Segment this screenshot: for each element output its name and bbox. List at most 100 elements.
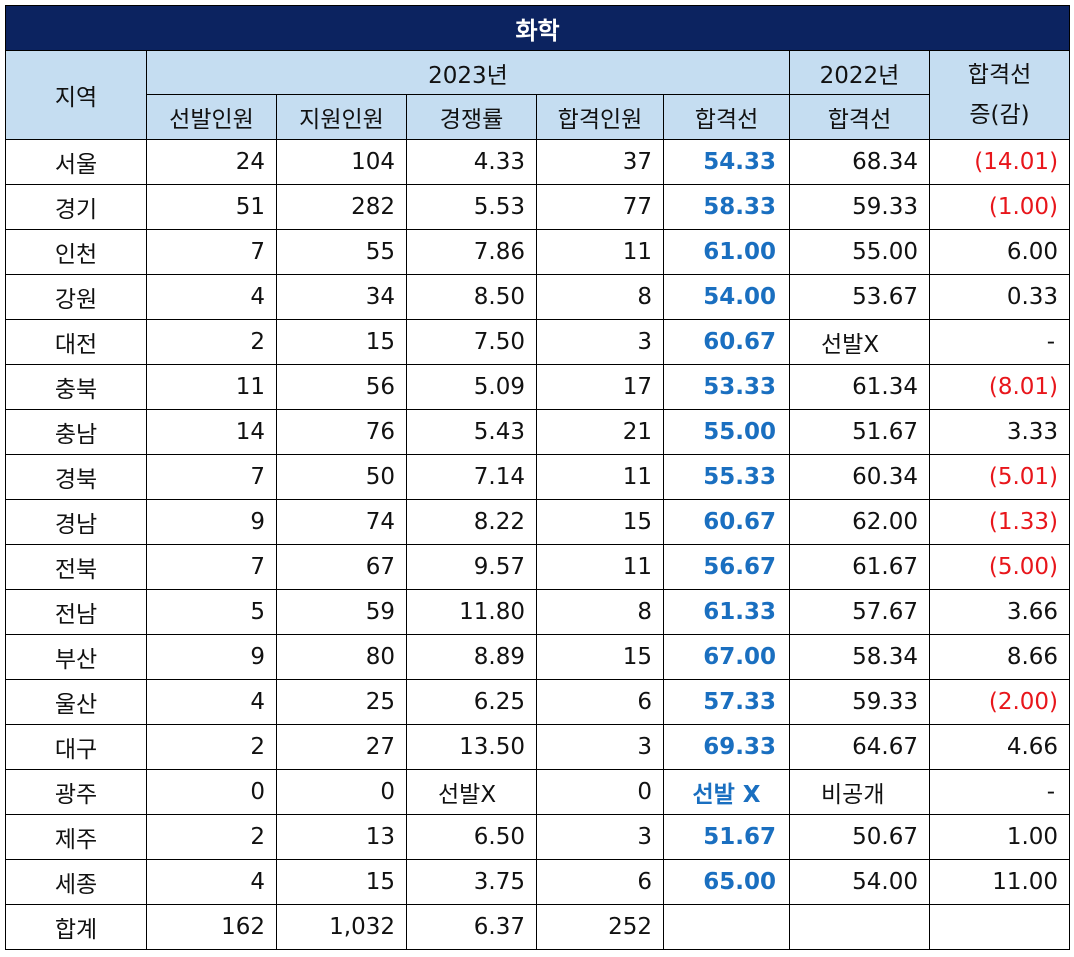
cutoff-2022-cell: 50.67 bbox=[789, 814, 930, 860]
cutoff-2022-cell: 61.34 bbox=[789, 364, 930, 410]
cutoff-2022-cell: 선발X bbox=[789, 319, 930, 365]
table-row: 인천 7 55 7.86 11 61.00 55.00 6.00 bbox=[5, 229, 1071, 275]
applicants-cell: 55 bbox=[276, 229, 407, 275]
passed-cell: 8 bbox=[536, 589, 664, 635]
cutoff-2022-cell: 58.34 bbox=[789, 634, 930, 680]
table-row: 경기 51 282 5.53 77 58.33 59.33 (1.00) bbox=[5, 184, 1071, 230]
cutoff-diff-cell: 11.00 bbox=[928, 859, 1071, 905]
selected-cell: 4 bbox=[146, 274, 277, 320]
cutoff-diff-cell: - bbox=[928, 319, 1071, 365]
passed-cell: 3 bbox=[536, 319, 664, 365]
region-cell: 서울 bbox=[5, 139, 147, 185]
header-applicants: 지원인원 bbox=[276, 94, 407, 140]
selected-cell: 9 bbox=[146, 499, 277, 545]
cutoff-2022-cell: 68.34 bbox=[789, 139, 930, 185]
selected-cell: 4 bbox=[146, 679, 277, 725]
table-row: 대전 2 15 7.50 3 60.67 선발X - bbox=[5, 319, 1071, 365]
cutoff-diff-cell: (5.01) bbox=[928, 454, 1071, 500]
passed-cell: 6 bbox=[536, 859, 664, 905]
selected-cell: 2 bbox=[146, 814, 277, 860]
header-year-2023: 2023년 bbox=[146, 50, 790, 95]
cutoff-2022-cell: 59.33 bbox=[789, 679, 930, 725]
applicants-cell: 74 bbox=[276, 499, 407, 545]
table-row: 대구 2 27 13.50 3 69.33 64.67 4.66 bbox=[5, 724, 1071, 770]
header-ratio: 경쟁률 bbox=[406, 94, 537, 140]
cutoff-diff-cell: 3.66 bbox=[928, 589, 1071, 635]
applicants-cell: 0 bbox=[276, 769, 407, 815]
table-row: 세종 4 15 3.75 6 65.00 54.00 11.00 bbox=[5, 859, 1071, 905]
cutoff-2023-cell: 53.33 bbox=[663, 364, 790, 410]
region-cell: 경남 bbox=[5, 499, 147, 545]
table-row: 부산 9 80 8.89 15 67.00 58.34 8.66 bbox=[5, 634, 1071, 680]
cutoff-2023-cell: 65.00 bbox=[663, 859, 790, 905]
ratio-cell: 9.57 bbox=[406, 544, 537, 590]
region-cell: 경북 bbox=[5, 454, 147, 500]
selected-cell: 7 bbox=[146, 544, 277, 590]
cutoff-2023-cell: 54.00 bbox=[663, 274, 790, 320]
applicants-cell: 282 bbox=[276, 184, 407, 230]
header-diff-line1: 합격선 bbox=[967, 62, 1032, 88]
cutoff-2023-cell: 61.33 bbox=[663, 589, 790, 635]
table-row: 경북 7 50 7.14 11 55.33 60.34 (5.01) bbox=[5, 454, 1071, 500]
table-row: 강원 4 34 8.50 8 54.00 53.67 0.33 bbox=[5, 274, 1071, 320]
cutoff-diff-cell: (1.33) bbox=[928, 499, 1071, 545]
region-cell: 대전 bbox=[5, 319, 147, 365]
cutoff-2022-cell: 60.34 bbox=[789, 454, 930, 500]
selected-cell: 14 bbox=[146, 409, 277, 455]
region-cell: 전북 bbox=[5, 544, 147, 590]
cutoff-diff-cell: 0.33 bbox=[928, 274, 1071, 320]
selected-cell: 2 bbox=[146, 319, 277, 365]
selected-cell: 0 bbox=[146, 769, 277, 815]
total-passed-cell: 252 bbox=[536, 904, 664, 950]
ratio-cell: 11.80 bbox=[406, 589, 537, 635]
cutoff-2022-cell: 53.67 bbox=[789, 274, 930, 320]
header-passed: 합격인원 bbox=[536, 94, 664, 140]
cutoff-2022-cell: 55.00 bbox=[789, 229, 930, 275]
cutoff-diff-cell: (5.00) bbox=[928, 544, 1071, 590]
table-row: 제주 2 13 6.50 3 51.67 50.67 1.00 bbox=[5, 814, 1071, 860]
applicants-cell: 25 bbox=[276, 679, 407, 725]
region-cell: 제주 bbox=[5, 814, 147, 860]
selected-cell: 5 bbox=[146, 589, 277, 635]
total-label-cell: 합계 bbox=[5, 904, 147, 950]
cutoff-diff-cell: 1.00 bbox=[928, 814, 1071, 860]
region-cell: 충남 bbox=[5, 409, 147, 455]
cutoff-2022-cell: 64.67 bbox=[789, 724, 930, 770]
applicants-cell: 67 bbox=[276, 544, 407, 590]
passed-cell: 15 bbox=[536, 499, 664, 545]
cutoff-2023-cell: 51.67 bbox=[663, 814, 790, 860]
applicants-cell: 59 bbox=[276, 589, 407, 635]
applicants-cell: 13 bbox=[276, 814, 407, 860]
region-cell: 강원 bbox=[5, 274, 147, 320]
passed-cell: 6 bbox=[536, 679, 664, 725]
cutoff-diff-cell: 4.66 bbox=[928, 724, 1071, 770]
ratio-cell: 5.53 bbox=[406, 184, 537, 230]
passed-cell: 15 bbox=[536, 634, 664, 680]
cutoff-2023-cell: 선발 X bbox=[663, 769, 790, 815]
applicants-cell: 15 bbox=[276, 859, 407, 905]
header-selected: 선발인원 bbox=[146, 94, 277, 140]
region-cell: 충북 bbox=[5, 364, 147, 410]
table-row: 경남 9 74 8.22 15 60.67 62.00 (1.33) bbox=[5, 499, 1071, 545]
cutoff-diff-cell: 3.33 bbox=[928, 409, 1071, 455]
passed-cell: 37 bbox=[536, 139, 664, 185]
cutoff-2023-cell: 58.33 bbox=[663, 184, 790, 230]
ratio-cell: 7.14 bbox=[406, 454, 537, 500]
cutoff-2022-cell: 61.67 bbox=[789, 544, 930, 590]
region-cell: 부산 bbox=[5, 634, 147, 680]
cutoff-2023-cell: 60.67 bbox=[663, 499, 790, 545]
cutoff-diff-cell: 8.66 bbox=[928, 634, 1071, 680]
header-cutoff-2023: 합격선 bbox=[663, 94, 790, 140]
total-ratio-cell: 6.37 bbox=[406, 904, 537, 950]
selected-cell: 7 bbox=[146, 229, 277, 275]
header-year-2022: 2022년 bbox=[789, 50, 930, 95]
cutoff-2023-cell: 55.33 bbox=[663, 454, 790, 500]
cutoff-2022-cell: 비공개 bbox=[789, 769, 930, 815]
cutoff-2023-cell: 54.33 bbox=[663, 139, 790, 185]
cutoff-2023-cell: 55.00 bbox=[663, 409, 790, 455]
table-title: 화학 bbox=[4, 5, 1071, 51]
header-cutoff-2022: 합격선 bbox=[789, 94, 930, 140]
cutoff-2023-cell: 67.00 bbox=[663, 634, 790, 680]
empty-cell bbox=[663, 904, 790, 950]
passed-cell: 11 bbox=[536, 229, 664, 275]
